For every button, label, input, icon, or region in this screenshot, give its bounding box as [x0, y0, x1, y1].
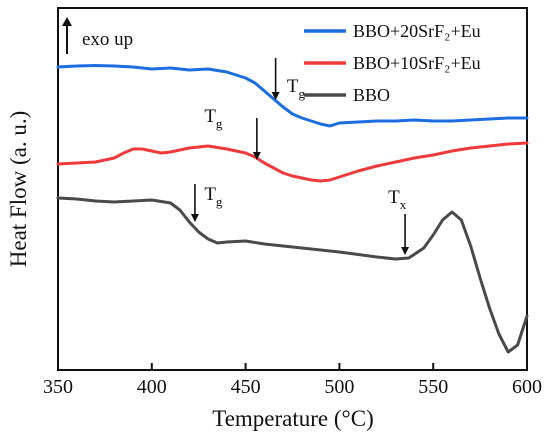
series-line-2: [56, 196, 529, 354]
legend: BBO+20SrF₂+Eu BBO+10SrF₂+Eu BBO: [304, 21, 481, 105]
arrowhead-icon: [252, 152, 261, 160]
annotation-main: T: [204, 184, 216, 205]
annotation-subscript: g: [216, 194, 223, 209]
annotation-subscript: g: [298, 86, 305, 101]
annotation-label: Tg: [287, 76, 306, 101]
annotation-subscript: x: [400, 197, 407, 212]
annotation-label: Tg: [204, 184, 223, 209]
legend-label-2: BBO: [353, 85, 390, 105]
exo-up-label: exo up: [82, 29, 133, 50]
exo-up-indicator: exo up: [62, 17, 133, 54]
x-tick-label: 400: [137, 376, 167, 398]
annotation-label: Tx: [388, 187, 407, 212]
x-axis-title: Temperature (°C): [212, 406, 373, 431]
annotation-tx-3: Tx: [388, 187, 410, 255]
y-axis-title: Heat Flow (a. u.): [6, 111, 31, 268]
annotation-tg-0: Tg: [271, 58, 306, 101]
series-line-0: [56, 64, 529, 128]
x-axis-ticks: 350 400 450 500 550 600: [43, 363, 542, 398]
x-tick-label: 550: [418, 376, 448, 398]
annotation-main: T: [204, 106, 216, 127]
annotation-tg-2: Tg: [190, 184, 223, 222]
annotation-tg-1: Tg: [204, 106, 261, 160]
arrowhead-icon: [401, 247, 410, 255]
x-tick-label: 600: [512, 376, 542, 398]
annotation-main: T: [287, 76, 299, 97]
annotation-main: T: [388, 187, 400, 208]
x-tick-label: 500: [324, 376, 354, 398]
x-tick-label: 450: [231, 376, 261, 398]
legend-label-0: BBO+20SrF₂+Eu: [353, 21, 481, 41]
exo-up-arrowhead-icon: [62, 17, 72, 26]
annotation-subscript: g: [216, 116, 223, 131]
arrowhead-icon: [190, 214, 199, 222]
series-line-1: [56, 141, 529, 183]
arrowhead-icon: [271, 92, 280, 100]
legend-label-1: BBO+10SrF₂+Eu: [353, 53, 481, 73]
annotation-label: Tg: [204, 106, 223, 131]
plot-frame: [57, 7, 528, 371]
series-layer: [56, 64, 529, 354]
x-tick-label: 350: [43, 376, 73, 398]
